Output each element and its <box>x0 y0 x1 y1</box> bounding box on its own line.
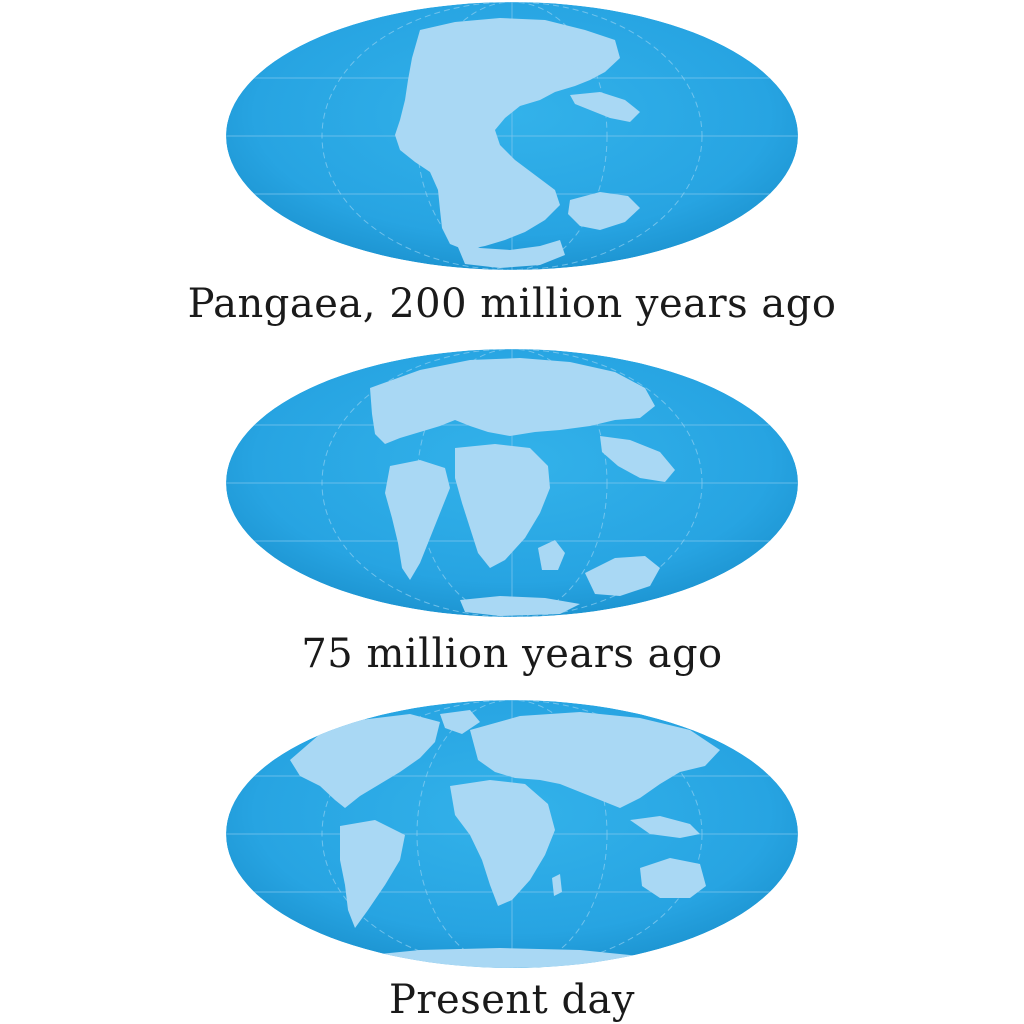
map-panel-present: Present day <box>0 700 1024 1024</box>
pangaea-landmass <box>395 18 640 268</box>
caption-present: Present day <box>388 977 635 1023</box>
pangaea-world-map <box>226 2 798 270</box>
cretaceous-world-map <box>226 349 798 617</box>
caption-75mya: 75 million years ago <box>301 631 723 677</box>
present-continents <box>290 710 720 968</box>
present-world-map <box>226 700 798 968</box>
map-panel-75mya: 75 million years ago <box>0 348 1024 680</box>
caption-pangaea: Pangaea, 200 million years ago <box>187 281 837 327</box>
map-panel-pangaea: Pangaea, 200 million years ago <box>0 0 1024 340</box>
cretaceous-landmasses <box>370 358 675 616</box>
